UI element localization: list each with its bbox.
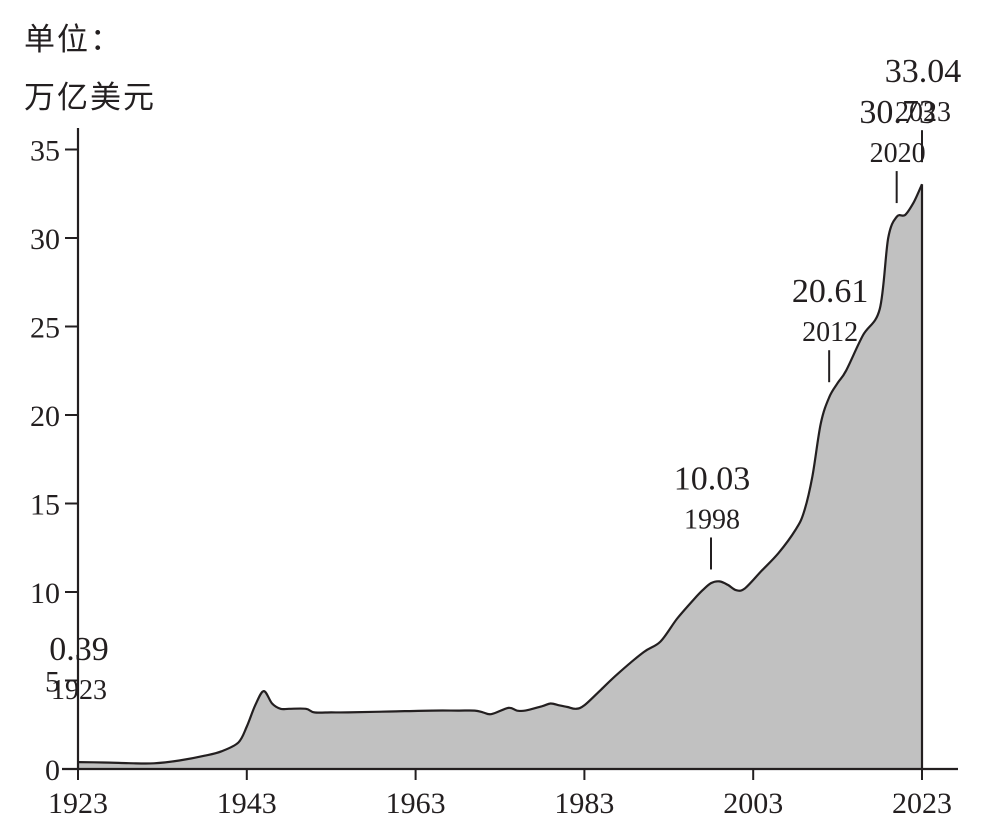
x-tick-label: 1963 (386, 787, 446, 820)
unit-label-line1: 单位： (24, 22, 123, 58)
y-tick-label: 30 (30, 223, 60, 256)
unit-label-line2: 万亿美元 (24, 80, 156, 116)
annotation-value-label: 10.03 (674, 460, 751, 497)
annotation-value-label: 0.39 (49, 631, 109, 668)
area-fill (78, 184, 922, 769)
annotation-year-label: 2023 (895, 97, 951, 128)
y-tick-label: 10 (30, 577, 60, 610)
y-tick-label: 5 (45, 666, 60, 699)
annotation-year-label: 1998 (684, 504, 740, 535)
annotation-year-label: 2012 (802, 317, 858, 348)
y-tick-label: 15 (30, 489, 60, 522)
x-tick-label: 1983 (554, 787, 614, 820)
y-tick-label: 35 (30, 135, 60, 168)
annotation-year-label: 1923 (51, 675, 107, 706)
axes: 0 5 10 15 20 25 30 35 1923 1943 1963 1983 2003 2023 (30, 128, 958, 820)
area-outline (77, 183, 924, 765)
annotation-year-label: 2020 (870, 138, 926, 169)
annotation-value-label: 20.61 (792, 273, 869, 310)
x-tick-label: 1923 (48, 787, 108, 820)
area-layer (77, 183, 924, 769)
y-tick-label: 0 (45, 754, 60, 787)
y-tick-label: 20 (30, 400, 60, 433)
annotation-value-label: 33.04 (885, 53, 962, 90)
y-tick-label: 25 (30, 312, 60, 345)
x-tick-label: 1943 (217, 787, 277, 820)
x-tick-label: 2003 (723, 787, 783, 820)
x-tick-label: 2023 (892, 787, 952, 820)
annotation-value-label: 30.73 (859, 94, 936, 131)
